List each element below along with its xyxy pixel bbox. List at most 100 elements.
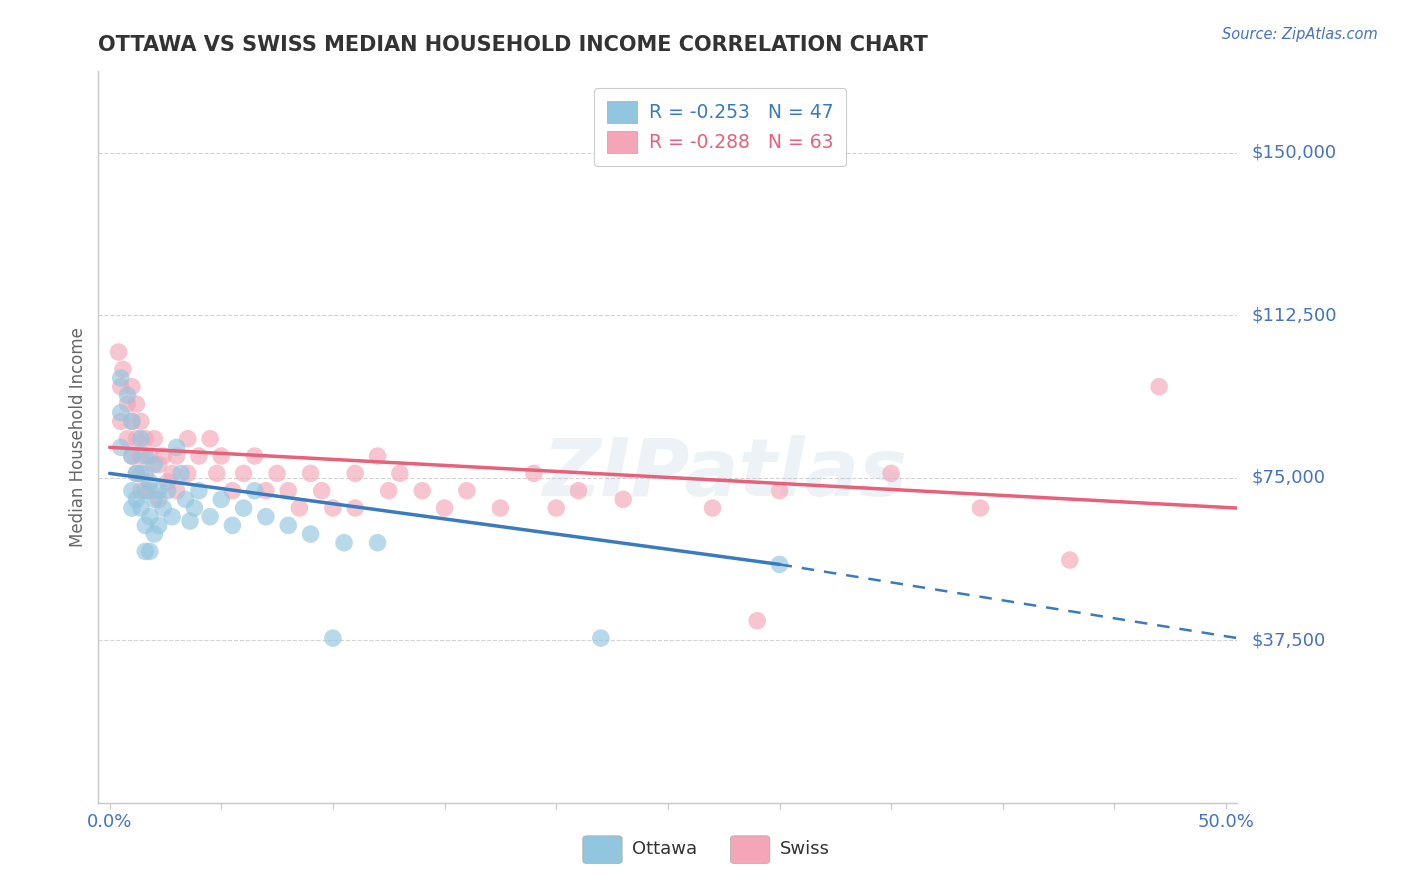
- Point: [232, 501, 254, 516]
- Point: [179, 514, 201, 528]
- Text: Swiss: Swiss: [779, 839, 830, 857]
- Point: [299, 527, 322, 541]
- Point: [880, 467, 903, 481]
- Point: [254, 483, 277, 498]
- Point: [110, 406, 132, 420]
- Text: OTTAWA VS SWISS MEDIAN HOUSEHOLD INCOME CORRELATION CHART: OTTAWA VS SWISS MEDIAN HOUSEHOLD INCOME …: [98, 35, 928, 54]
- Point: [121, 483, 143, 498]
- Point: [121, 414, 143, 428]
- Point: [311, 483, 333, 498]
- Point: [129, 501, 152, 516]
- Point: [322, 501, 344, 516]
- Text: $112,500: $112,500: [1251, 306, 1337, 324]
- Point: [117, 397, 139, 411]
- Point: [139, 475, 162, 489]
- Point: [344, 467, 367, 481]
- Point: [288, 501, 311, 516]
- Point: [702, 501, 724, 516]
- Point: [254, 509, 277, 524]
- Point: [546, 501, 568, 516]
- Point: [134, 467, 156, 481]
- Point: [134, 544, 156, 558]
- Point: [183, 501, 205, 516]
- Point: [166, 441, 188, 455]
- Point: [433, 501, 456, 516]
- Point: [367, 449, 389, 463]
- Point: [134, 518, 156, 533]
- Point: [110, 371, 132, 385]
- Point: [177, 467, 200, 481]
- Point: [121, 501, 143, 516]
- Point: [377, 483, 399, 498]
- Point: [111, 362, 134, 376]
- Point: [125, 467, 148, 481]
- Point: [129, 449, 152, 463]
- Text: $37,500: $37,500: [1251, 632, 1326, 649]
- Point: [1059, 553, 1081, 567]
- Point: [152, 449, 174, 463]
- Text: Ottawa: Ottawa: [633, 839, 697, 857]
- Point: [221, 518, 243, 533]
- Point: [1147, 380, 1170, 394]
- Point: [209, 492, 232, 507]
- Y-axis label: Median Household Income: Median Household Income: [69, 327, 87, 547]
- Point: [170, 467, 193, 481]
- Point: [156, 475, 179, 489]
- Text: Source: ZipAtlas.com: Source: ZipAtlas.com: [1222, 27, 1378, 42]
- Point: [148, 492, 170, 507]
- Point: [148, 458, 170, 472]
- Point: [139, 449, 162, 463]
- Point: [367, 535, 389, 549]
- Point: [139, 483, 162, 498]
- Point: [322, 631, 344, 645]
- Point: [198, 509, 221, 524]
- Point: [768, 558, 790, 572]
- Text: $150,000: $150,000: [1251, 144, 1336, 161]
- Point: [121, 414, 143, 428]
- Point: [110, 380, 132, 394]
- Point: [125, 467, 148, 481]
- Point: [107, 345, 129, 359]
- Point: [143, 492, 166, 507]
- Point: [589, 631, 612, 645]
- Point: [125, 492, 148, 507]
- Point: [187, 449, 209, 463]
- Point: [344, 501, 367, 516]
- Point: [134, 432, 156, 446]
- Point: [198, 432, 221, 446]
- Point: [221, 483, 243, 498]
- Point: [134, 449, 156, 463]
- Point: [134, 483, 156, 498]
- Point: [125, 432, 148, 446]
- Point: [143, 432, 166, 446]
- Point: [747, 614, 769, 628]
- Point: [139, 509, 162, 524]
- Point: [121, 380, 143, 394]
- Point: [232, 467, 254, 481]
- Point: [139, 544, 162, 558]
- Point: [489, 501, 512, 516]
- Point: [117, 432, 139, 446]
- Text: ZIPatlas: ZIPatlas: [543, 434, 907, 513]
- Point: [129, 467, 152, 481]
- Point: [110, 414, 132, 428]
- Point: [129, 432, 152, 446]
- Point: [969, 501, 991, 516]
- Point: [152, 501, 174, 516]
- Point: [166, 483, 188, 498]
- Point: [187, 483, 209, 498]
- Point: [567, 483, 589, 498]
- Point: [243, 483, 266, 498]
- Point: [110, 441, 132, 455]
- Point: [243, 449, 266, 463]
- Point: [174, 492, 197, 507]
- Point: [125, 397, 148, 411]
- Point: [612, 492, 634, 507]
- Point: [143, 527, 166, 541]
- Point: [160, 509, 183, 524]
- Point: [129, 414, 152, 428]
- Point: [148, 518, 170, 533]
- Point: [117, 388, 139, 402]
- Point: [411, 483, 433, 498]
- Point: [456, 483, 478, 498]
